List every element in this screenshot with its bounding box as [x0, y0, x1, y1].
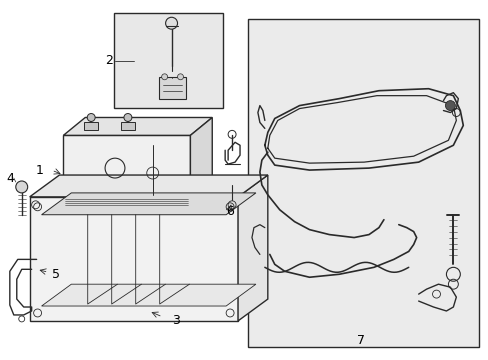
Circle shape [177, 74, 183, 80]
Circle shape [123, 113, 132, 121]
Polygon shape [63, 135, 190, 210]
Circle shape [165, 17, 177, 29]
Text: 2: 2 [105, 54, 113, 67]
Circle shape [16, 181, 28, 193]
Text: 6: 6 [226, 205, 234, 218]
Polygon shape [30, 197, 238, 321]
Text: 1: 1 [36, 163, 43, 176]
Polygon shape [41, 193, 255, 215]
Bar [121, 122, 135, 130]
Polygon shape [238, 175, 267, 321]
Bar [247, 19, 478, 347]
Text: 5: 5 [52, 268, 61, 281]
Circle shape [162, 74, 167, 80]
Polygon shape [41, 284, 255, 306]
Polygon shape [63, 117, 212, 135]
Bar [84, 122, 98, 130]
Text: 7: 7 [356, 334, 365, 347]
Bar [158, 77, 186, 99]
Circle shape [445, 100, 454, 111]
Text: 3: 3 [171, 314, 179, 327]
Polygon shape [190, 117, 212, 210]
Circle shape [87, 113, 95, 121]
Text: 4: 4 [6, 171, 14, 185]
Bar [114, 13, 223, 108]
Polygon shape [30, 175, 267, 197]
